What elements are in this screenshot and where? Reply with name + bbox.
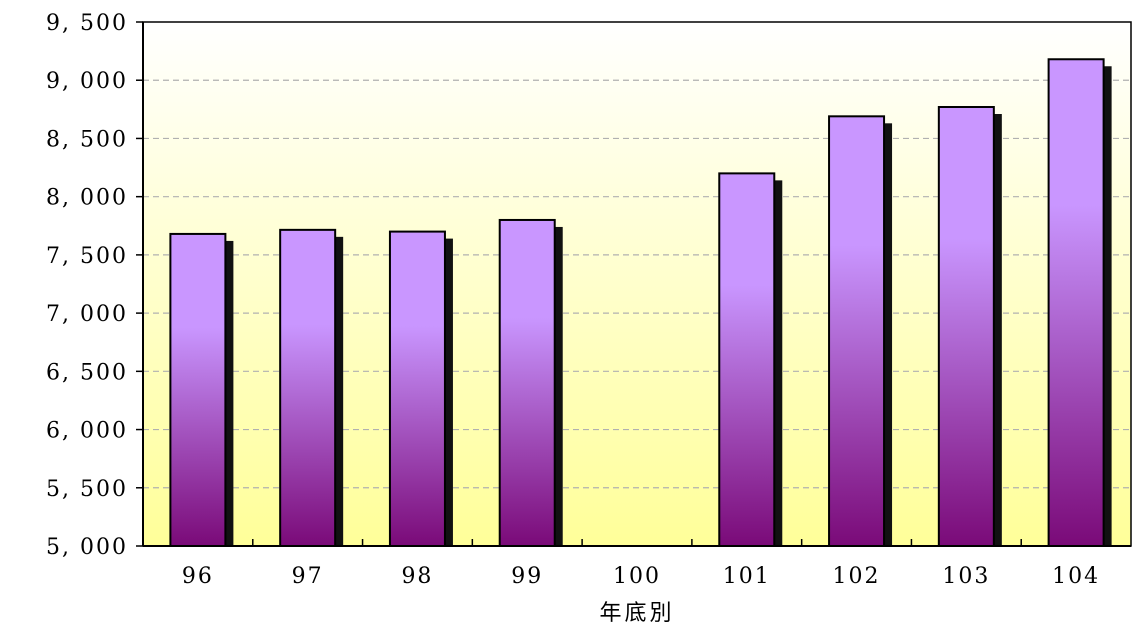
x-tick-label: 102 xyxy=(833,564,881,589)
x-tick-label: 100 xyxy=(613,564,661,589)
y-tick-label: 7, 000 xyxy=(46,302,128,327)
bar xyxy=(169,232,227,547)
bar xyxy=(279,228,337,547)
y-tick-label: 5, 000 xyxy=(46,535,128,560)
x-tick-label: 99 xyxy=(511,564,543,589)
bars xyxy=(169,58,1112,547)
bar xyxy=(1047,58,1105,547)
x-tick-labels: 96 97 98 99 100 101 102 103 104 xyxy=(182,564,1100,589)
bar xyxy=(388,230,446,547)
bar xyxy=(937,106,995,547)
y-tick-label: 9, 000 xyxy=(46,69,128,94)
x-tick-label: 103 xyxy=(942,564,990,589)
x-tick-label: 104 xyxy=(1052,564,1100,589)
y-tick-label: 7, 500 xyxy=(46,244,128,269)
y-tick-label: 6, 000 xyxy=(46,419,128,444)
x-tick-label: 96 xyxy=(182,564,214,589)
x-tick-label: 97 xyxy=(292,564,324,589)
bar xyxy=(498,218,556,547)
axes xyxy=(136,21,1131,547)
y-tick-label: 9, 500 xyxy=(46,11,128,36)
bar-shadow xyxy=(1101,66,1112,547)
y-tick-label: 5, 500 xyxy=(46,477,128,502)
y-tick-label: 6, 500 xyxy=(46,360,128,385)
bar-shadow xyxy=(442,238,453,546)
x-tick-label: 101 xyxy=(723,564,771,589)
bar-shadow xyxy=(772,180,783,546)
y-tick-labels: 5, 000 5, 500 6, 000 6, 500 7, 000 7, 500 8, 0… xyxy=(46,11,128,560)
bar-shadow xyxy=(223,240,234,546)
bar xyxy=(828,115,886,547)
bar-shadow xyxy=(552,226,563,546)
bar-shadow xyxy=(991,114,1002,546)
bar xyxy=(718,172,776,547)
y-tick-label: 8, 000 xyxy=(46,186,128,211)
x-tick-label: 98 xyxy=(401,564,433,589)
x-axis-title: 年底別 xyxy=(599,601,674,626)
y-tick-label: 8, 500 xyxy=(46,127,128,152)
bar-shadow xyxy=(882,123,893,546)
bar-shadow xyxy=(333,236,344,546)
